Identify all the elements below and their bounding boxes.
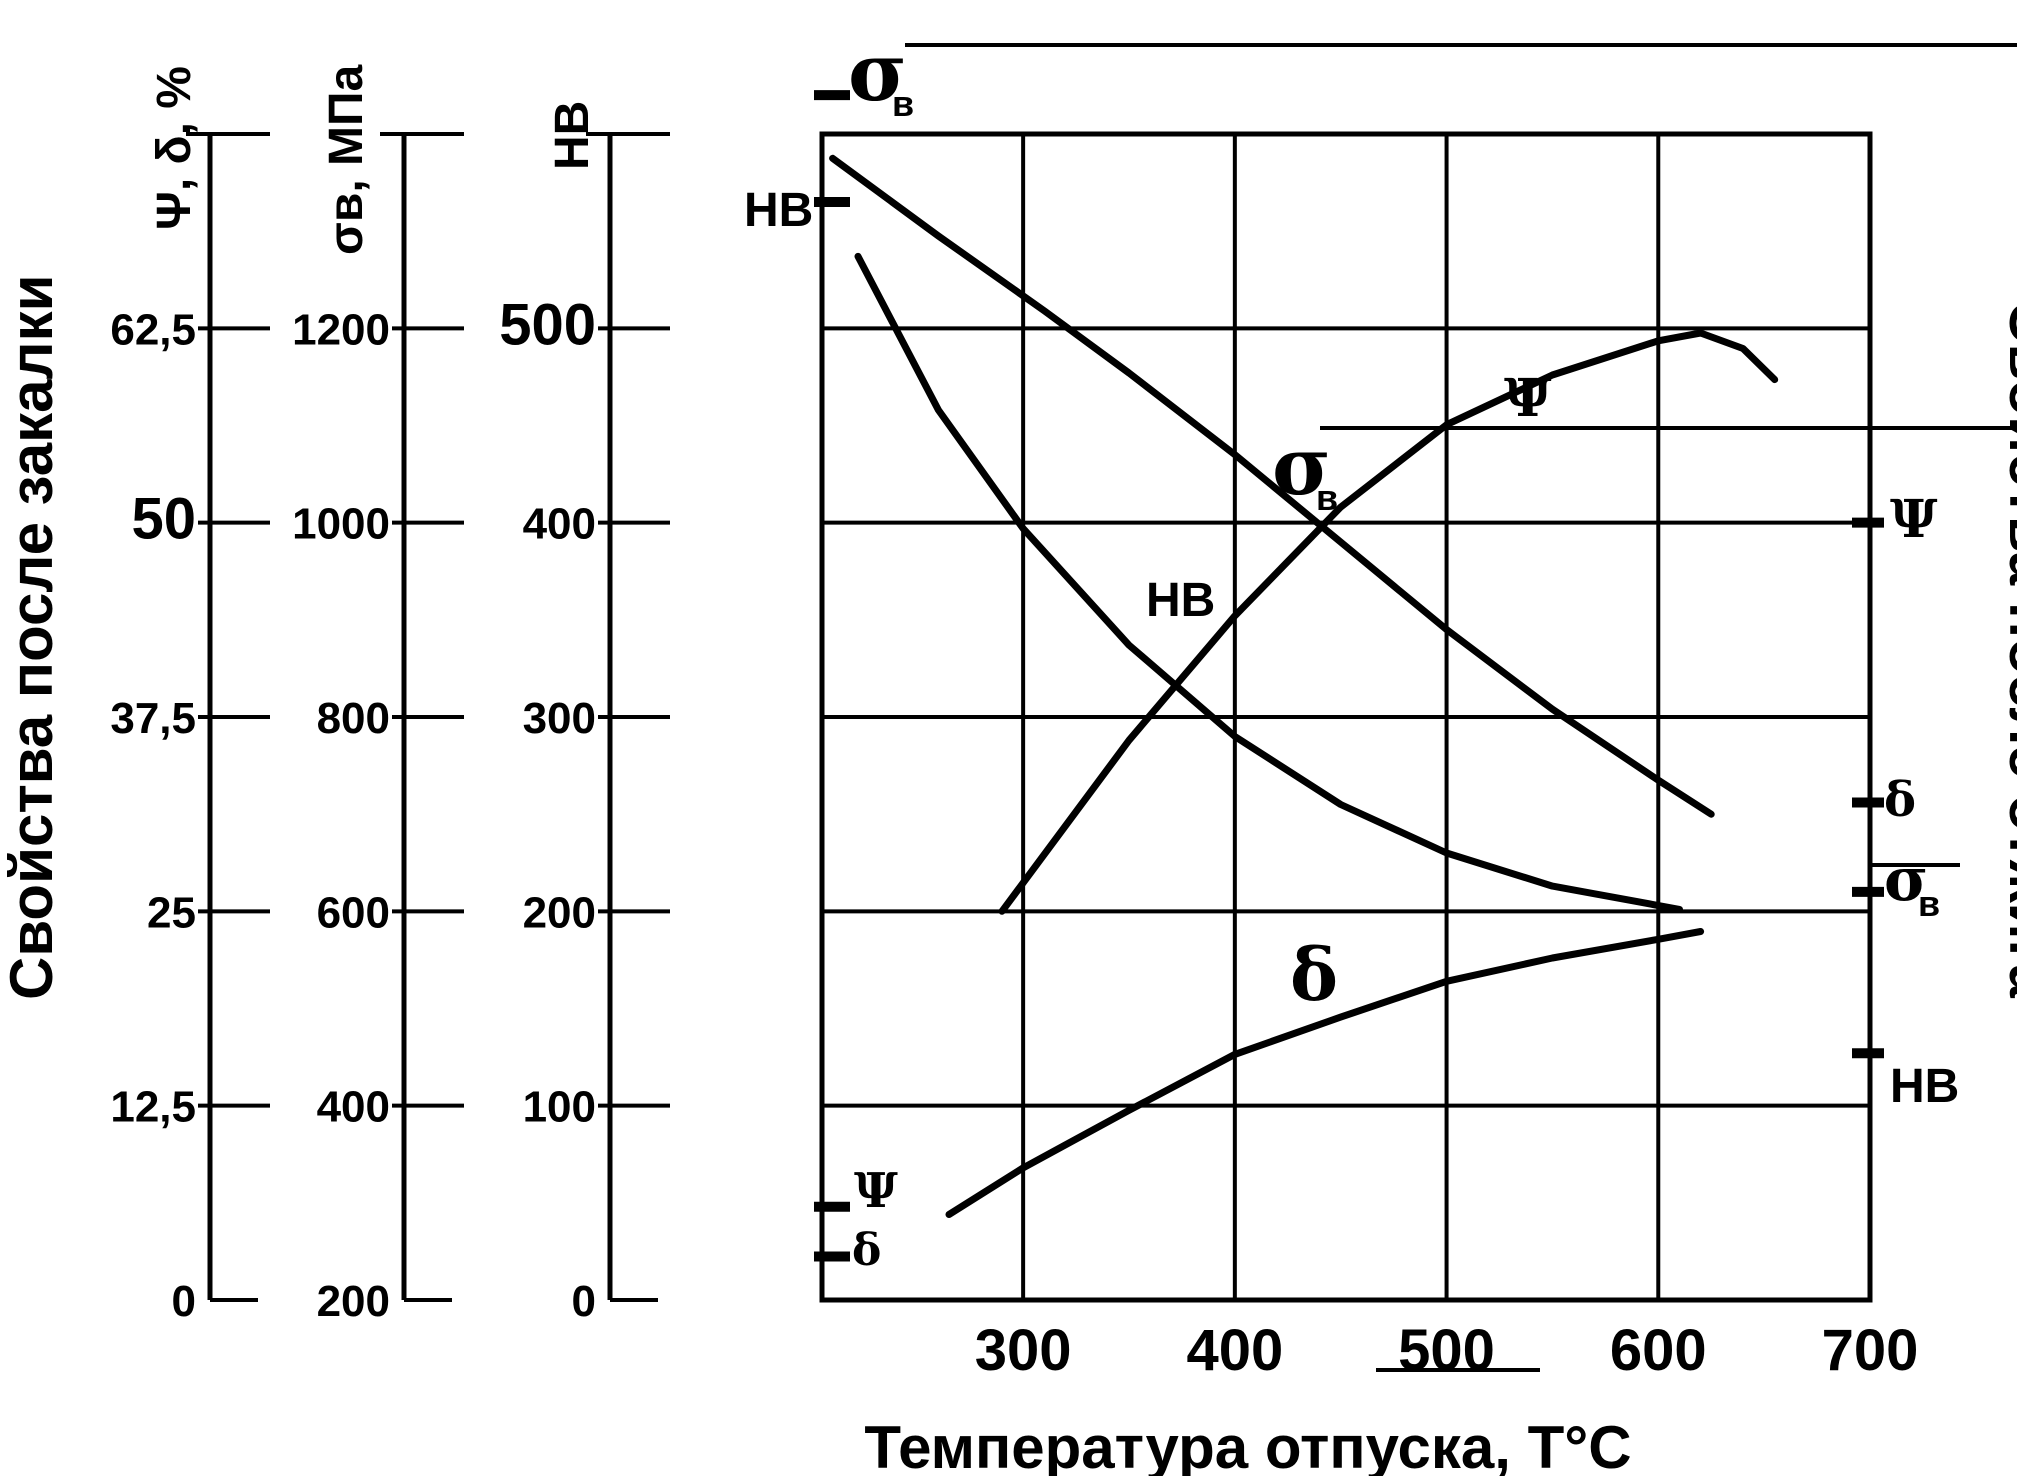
label-annealed-sigma-sigma: σ <box>1884 845 1928 915</box>
plot-grid: 300 400 500 600 700 Температура отпуска, Т°С <box>819 131 1919 1476</box>
x-tick-label-2: 500 <box>1398 1318 1495 1383</box>
left-tick-label-2-0: 0 <box>572 1277 596 1326</box>
x-tick-label-0: 300 <box>975 1318 1072 1383</box>
left-tick-label-1-3: 800 <box>317 694 390 743</box>
left-axis-name-sigma: σв, МПа <box>320 65 373 256</box>
curve-sigma-b <box>829 154 1715 818</box>
curve-delta <box>945 928 1705 1218</box>
left-axis-name-hb: HB <box>546 101 599 170</box>
x-axis-title: Температура отпуска, Т°С <box>864 1414 1631 1476</box>
left-axis-name-psi-delta: Ψ, δ, % <box>148 66 201 230</box>
label-quenched-hb: HB <box>744 184 813 237</box>
label-annealed-hb: HB <box>1890 1060 1959 1113</box>
left-tick-label-0-3: 37,5 <box>110 694 196 743</box>
right-title: Свойства после отжига <box>1997 300 2017 998</box>
left-tick-label-1-0: 200 <box>317 1277 390 1326</box>
label-quenched-sigma-sub: в <box>892 83 914 124</box>
left-tick-label-1-2: 600 <box>317 888 390 937</box>
left-tick-label-2-4: 400 <box>523 500 596 549</box>
left-tick-label-1-5: 1200 <box>292 305 390 354</box>
left-tick-label-0-0: 0 <box>172 1277 196 1326</box>
left-tick-label-0-5: 62,5 <box>110 305 196 354</box>
curve-hb <box>854 252 1683 913</box>
label-curve-sigma-sub: в <box>1316 477 1338 518</box>
left-tick-label-2-2: 200 <box>523 888 596 937</box>
label-curve-hb: HB <box>1146 574 1215 627</box>
left-tick-label-0-1: 12,5 <box>110 1083 196 1132</box>
left-tick-label-0-4: 50 <box>131 487 196 552</box>
x-tick-label-3: 600 <box>1610 1318 1707 1383</box>
property-markers <box>814 43 2017 1262</box>
label-annealed-delta: δ <box>1884 772 1916 828</box>
left-axes: 0 12,5 25 37,5 50 62,5 200 400 600 800 1000 1200 0 10… <box>0 65 2017 1327</box>
curves <box>829 154 1779 1218</box>
left-tick-label-2-1: 100 <box>523 1083 596 1132</box>
label-curve-psi: Ψ <box>1504 368 1552 429</box>
left-tick-label-0-2: 25 <box>147 888 196 937</box>
left-tick-label-1-1: 400 <box>317 1083 390 1132</box>
label-curve-sigma-sigma: σ <box>1272 419 1331 513</box>
curve-psi <box>998 329 1779 915</box>
x-tick-label-4: 700 <box>1822 1318 1919 1383</box>
label-quenched-delta: δ <box>852 1225 881 1276</box>
left-tick-label-1-4: 1000 <box>292 500 390 549</box>
x-tick-label-1: 400 <box>1186 1318 1283 1383</box>
label-quenched-sigma-sigma: σ <box>848 25 907 119</box>
label-quenched-psi: Ψ <box>854 1163 898 1219</box>
label-annealed-psi: Ψ <box>1890 489 1938 550</box>
label-curve-delta: δ <box>1290 932 1338 1017</box>
left-tick-label-2-3: 300 <box>523 694 596 743</box>
left-tick-label-2-5: 500 <box>499 292 596 357</box>
label-annealed-sigma-sub: в <box>1918 883 1940 924</box>
left-title: Свойства после закалки <box>0 274 65 1000</box>
